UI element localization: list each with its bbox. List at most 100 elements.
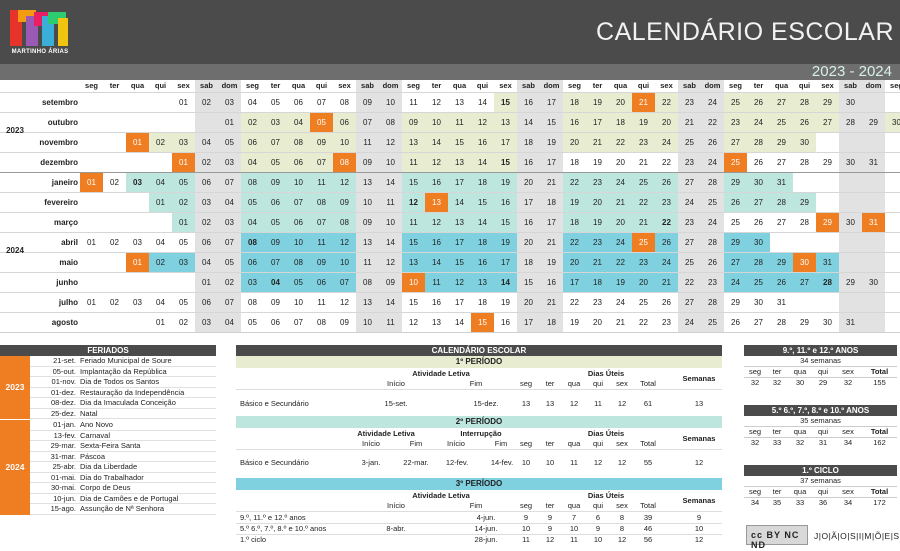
useful-days-value: 10	[593, 535, 603, 544]
calendar-day: 03	[218, 153, 241, 173]
calendar-day: 28	[747, 133, 770, 153]
useful-days-value: 12	[617, 535, 627, 544]
period-3-title: 3º PERÍODO	[236, 478, 722, 490]
useful-days-value: 12	[593, 458, 603, 467]
weekend-cell	[862, 253, 885, 273]
calendar-day: 26	[662, 298, 671, 307]
calendar-day: 21	[609, 193, 632, 213]
row-divider	[236, 523, 722, 524]
calendar-day: 05	[264, 213, 287, 233]
calendar-day: 26	[724, 193, 747, 213]
calendar-day: 19	[593, 158, 602, 167]
calendar-day: 18	[563, 213, 586, 233]
calendar-day: 17	[540, 153, 563, 173]
summary-value-cell: 172	[873, 498, 886, 507]
calendar-day: 24	[701, 153, 724, 173]
calendar-day: 03	[218, 93, 241, 113]
useful-days-value: 10	[521, 458, 531, 467]
holiday-row: 15-ago. Assunção de Nª Senhora	[30, 504, 216, 515]
calendar-day: 11	[379, 313, 402, 333]
calendar-day: 04	[218, 193, 241, 213]
calendar-day: 23	[586, 173, 609, 193]
calendar-day: 16	[471, 133, 494, 153]
end-date: 15-dez.	[473, 399, 499, 408]
weekday-header: ter	[545, 379, 555, 388]
start-date: 15-set.	[384, 399, 408, 408]
useful-days-value: 56	[643, 535, 653, 544]
summary-value-cell: 162	[873, 438, 886, 447]
calendar-day: 27	[816, 113, 839, 133]
calendar-day: 08	[333, 213, 356, 233]
row-divider	[236, 449, 722, 450]
calendar-day: 24	[678, 193, 701, 213]
summary-head-cell: qui	[817, 367, 828, 376]
calendar-day: 07	[310, 213, 333, 233]
calendar-day: 05	[241, 193, 264, 213]
calendar-day: 23	[586, 233, 609, 253]
month-row-3: novembro 01 02 03 04 05 06 07 08 09 10 11 12 13 14 15 16…	[0, 132, 900, 153]
weeks-header: Semanas	[682, 374, 716, 383]
calendar-day: 04	[248, 98, 257, 107]
calendar-day: 10	[333, 133, 356, 153]
calendar-day: 13	[494, 113, 517, 133]
calendar-day: 22	[701, 113, 724, 133]
calendar-day: 11	[356, 133, 379, 153]
summary-head-cell: sex	[842, 367, 854, 376]
calendar-day: 29	[816, 213, 839, 233]
level-label: 1.º ciclo	[240, 535, 267, 544]
calendar-day: 01	[195, 273, 218, 293]
holiday-name: Dia da Imaculada Conceição	[80, 398, 176, 407]
calendar-day: 19	[586, 213, 609, 233]
calendar-day: 15	[471, 313, 494, 333]
calendar-day: 16	[432, 298, 441, 307]
calendar-day: 04	[156, 238, 165, 247]
calendar-day: 03	[133, 238, 142, 247]
calendar-day: 23	[678, 153, 701, 173]
calendar-day: 15	[494, 213, 517, 233]
summary-value-cell: 32	[750, 378, 760, 387]
calendar-day: 22	[639, 318, 648, 327]
calendar-day: 13	[356, 293, 379, 313]
calendar-day: 19	[609, 273, 632, 293]
row-divider	[236, 534, 722, 535]
calendar-day: 19	[540, 133, 563, 153]
calendar-day: 12	[432, 98, 441, 107]
calendar-day: 20	[632, 273, 655, 293]
useful-days-value: 10	[521, 524, 531, 533]
calendar-day: 11	[310, 173, 333, 193]
calendar-day: 20	[517, 233, 540, 253]
row-divider	[236, 511, 722, 512]
calendar-day: 21	[540, 233, 563, 253]
calendar-day: 21	[586, 253, 609, 273]
calendar-day: 29	[793, 193, 816, 213]
weekday-label: qui	[154, 81, 167, 90]
calendar-day: 27	[754, 318, 763, 327]
calendar-day: 05	[172, 173, 195, 193]
summary-head-cell: qua	[793, 487, 807, 496]
weekday-label: sab	[678, 80, 701, 92]
calendar-day: 09	[264, 173, 287, 193]
calendar-day: 05	[218, 133, 241, 153]
calendar-day: 20	[593, 318, 602, 327]
calendar-day: 09	[271, 298, 280, 307]
calendar-day: 05	[271, 98, 280, 107]
calendar-day: 11	[402, 153, 425, 173]
calendar-day: 28	[770, 193, 793, 213]
useful-days-value: 11	[594, 399, 602, 408]
weekday-header: qui	[592, 379, 603, 388]
calendar-day: 16	[517, 93, 540, 113]
calendar-day: 26	[655, 233, 678, 253]
calendar-day: 04	[287, 113, 310, 133]
calendar-day: 09	[356, 213, 379, 233]
weekend-cell	[862, 93, 885, 113]
calendar-day: 17	[586, 113, 609, 133]
month-row-2: outubro 01 02 03 04 05 06 07 08 09 10 11 12 13 14 15 16 1…	[0, 112, 900, 133]
summary-head-cell: ter	[772, 427, 782, 436]
summary-title: 9.º, 11.º e 12.º ANOS	[744, 345, 897, 356]
calendar-day: 29	[724, 233, 747, 253]
activity-header: Atividade Letiva	[412, 491, 470, 500]
calendar-day: 26	[731, 318, 740, 327]
calendar-day: 30	[793, 253, 816, 273]
calendar-day: 17	[455, 298, 464, 307]
calendar-day: 13	[455, 98, 464, 107]
